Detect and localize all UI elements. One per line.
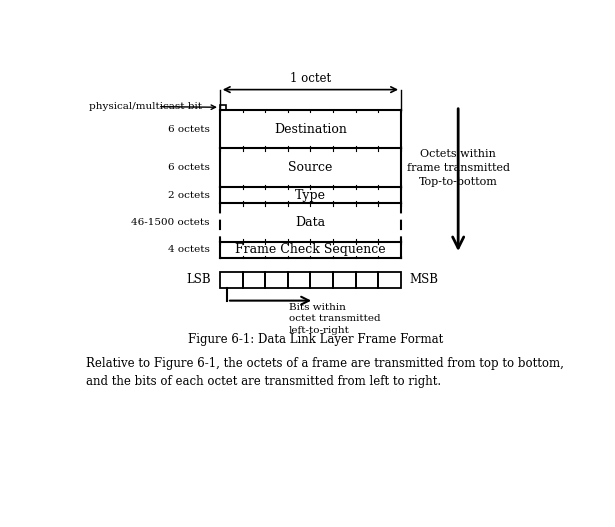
Text: 46-1500 octets: 46-1500 octets: [131, 218, 209, 227]
Text: 4 octets: 4 octets: [167, 246, 209, 255]
Text: Destination: Destination: [274, 123, 347, 135]
Bar: [242, 272, 265, 288]
Text: physical/multicast bit: physical/multicast bit: [89, 102, 202, 111]
Text: MSB: MSB: [410, 274, 438, 287]
Bar: [333, 272, 355, 288]
Bar: [311, 272, 333, 288]
Bar: [220, 272, 242, 288]
Text: 2 octets: 2 octets: [167, 191, 209, 200]
Text: Source: Source: [288, 161, 333, 174]
Bar: [378, 272, 401, 288]
Text: Data: Data: [295, 216, 325, 229]
Text: Bits within
octet transmitted
left-to-right: Bits within octet transmitted left-to-ri…: [288, 302, 380, 335]
Text: Relative to Figure 6-1, the octets of a frame are transmitted from top to bottom: Relative to Figure 6-1, the octets of a …: [86, 357, 565, 388]
Text: 1 octet: 1 octet: [290, 72, 331, 85]
Bar: [355, 272, 378, 288]
Bar: [265, 272, 288, 288]
Text: 6 octets: 6 octets: [167, 163, 209, 172]
Bar: [288, 272, 311, 288]
Text: Type: Type: [295, 189, 326, 202]
Text: 6 octets: 6 octets: [167, 125, 209, 134]
Text: Figure 6-1: Data Link Layer Frame Format: Figure 6-1: Data Link Layer Frame Format: [188, 333, 443, 346]
Text: Frame Check Sequence: Frame Check Sequence: [235, 243, 386, 257]
Text: Octets within
frame transmitted
Top-to-bottom: Octets within frame transmitted Top-to-b…: [407, 149, 510, 187]
Bar: [220, 105, 226, 110]
Text: LSB: LSB: [187, 274, 212, 287]
